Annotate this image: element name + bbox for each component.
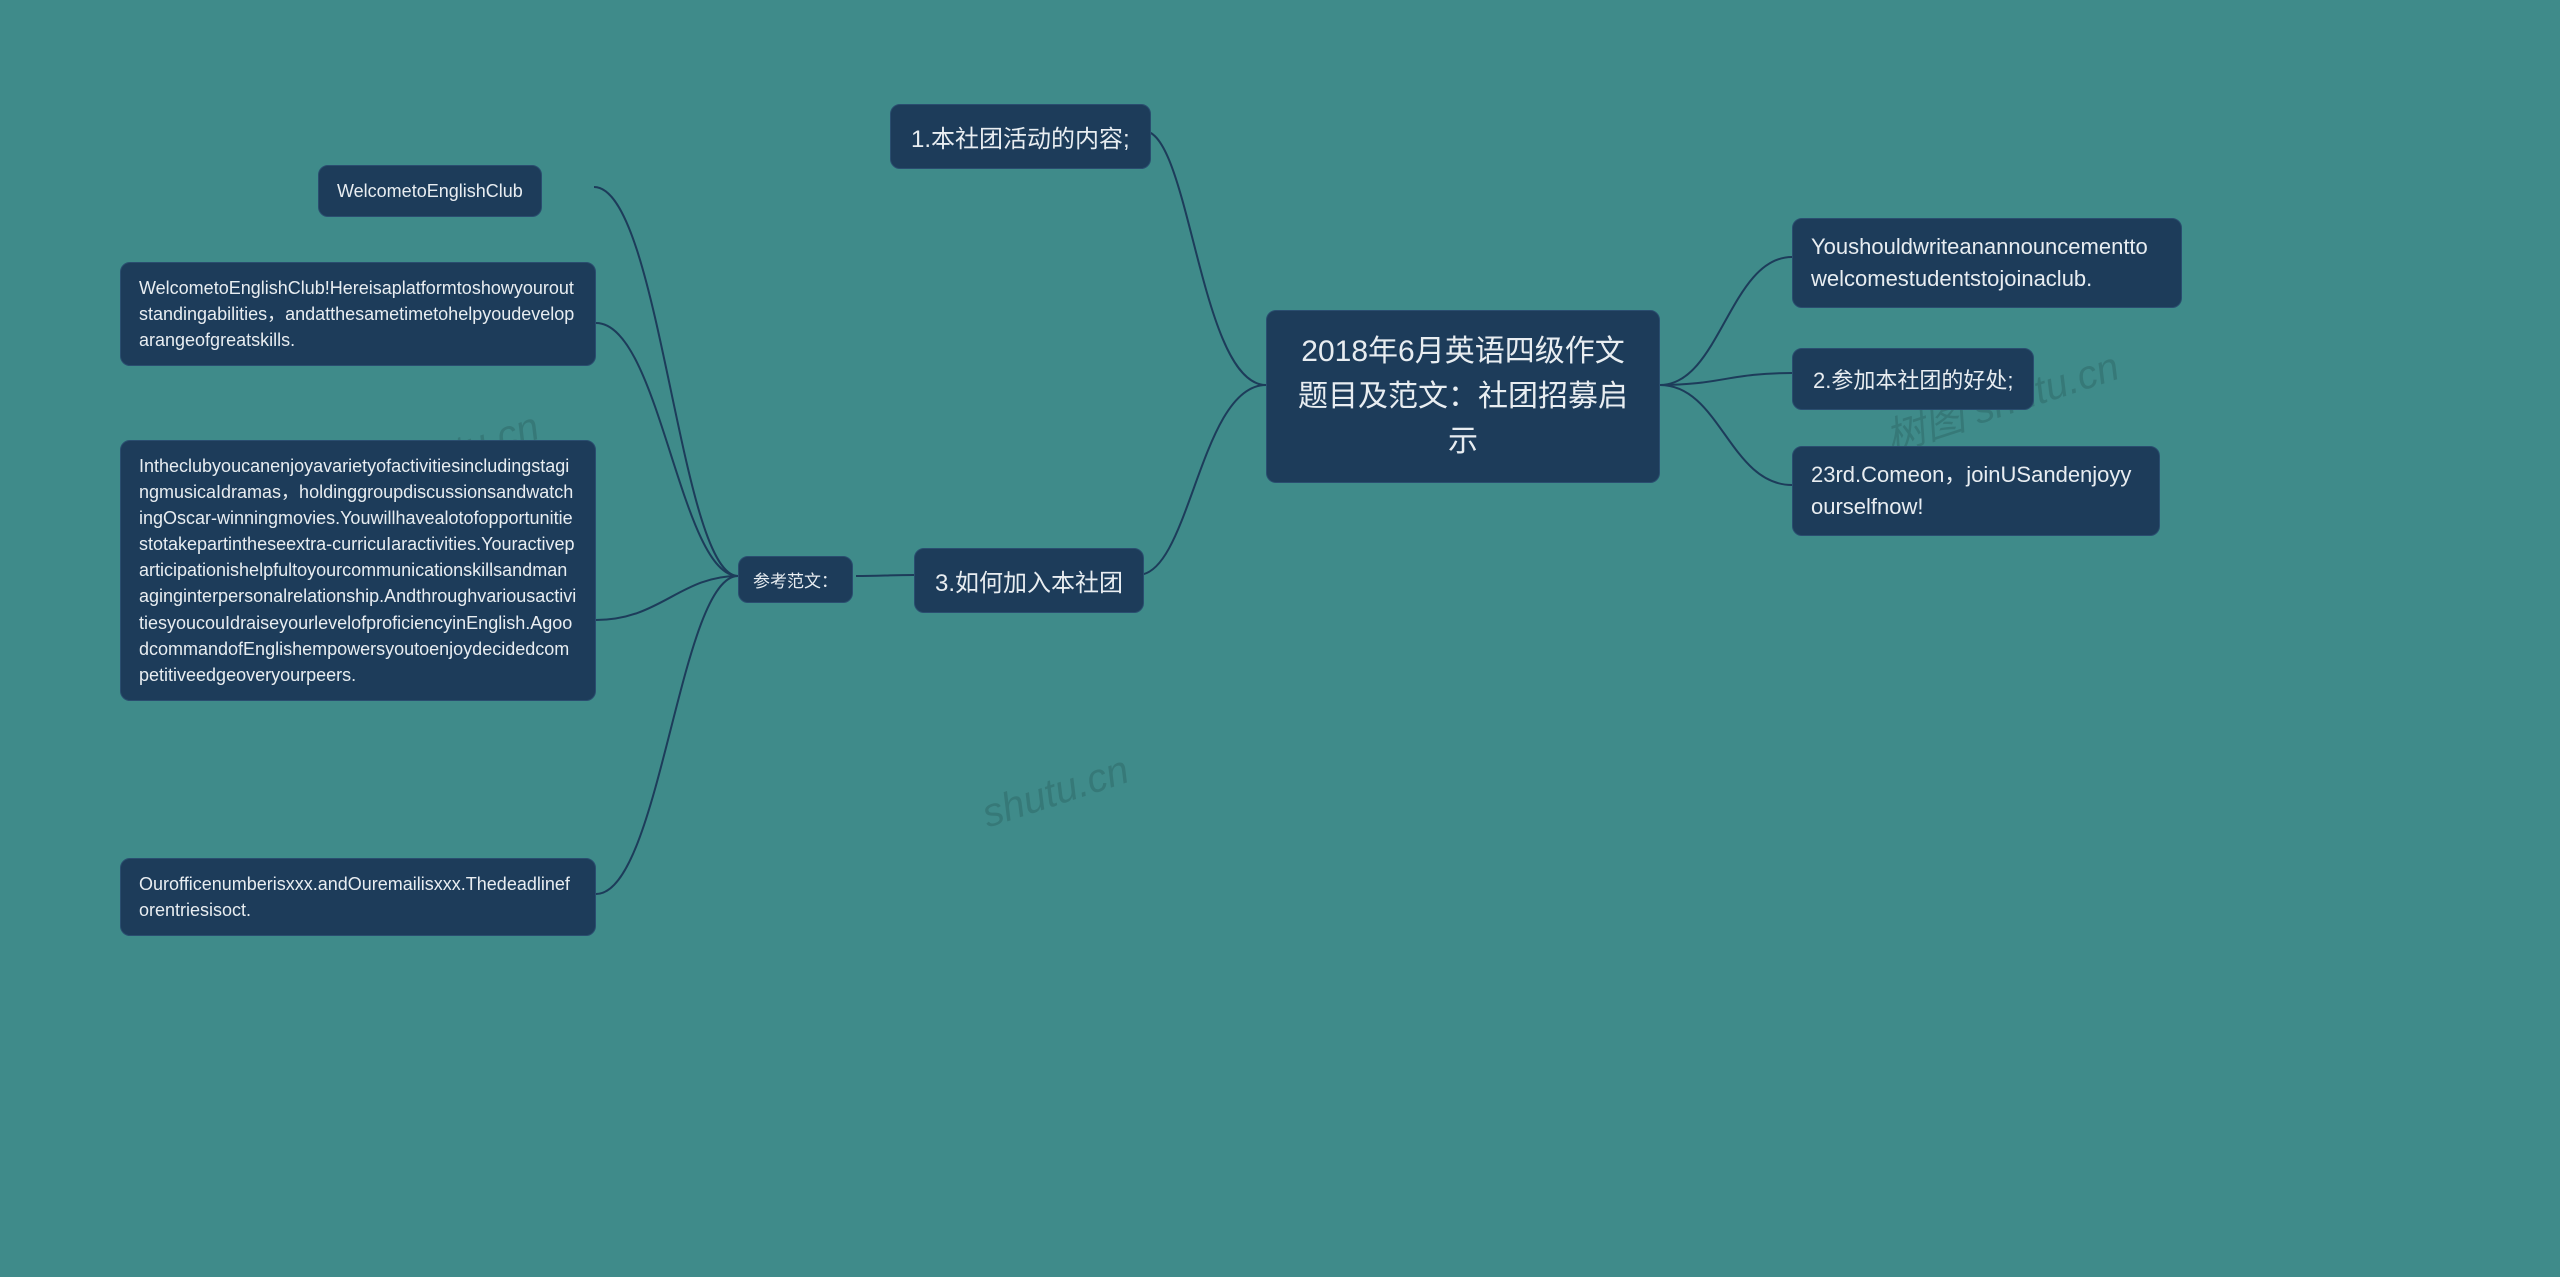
- leaf-4: Ourofficenumberisxxx.andOuremailisxxx.Th…: [120, 858, 596, 936]
- leaf-1-text: WelcometoEnglishClub: [337, 181, 523, 201]
- leaf-3: Intheclubyoucanenjoyavarietyofactivities…: [120, 440, 596, 701]
- left-child-2: 3.如何加入本社团: [914, 548, 1144, 613]
- left-child-1: 1.本社团活动的内容;: [890, 104, 1151, 169]
- leaf-1: WelcometoEnglishClub: [318, 165, 542, 217]
- right-child-2: 2.参加本社团的好处;: [1792, 348, 2034, 410]
- ref-essay-node: 参考范文：: [738, 556, 853, 603]
- center-node-text: 2018年6月英语四级作文题目及范文：社团招募启示: [1298, 335, 1628, 458]
- left-child-1-text: 1.本社团活动的内容;: [911, 126, 1130, 153]
- leaf-2: WelcometoEnglishClub!Hereisaplatformtosh…: [120, 262, 596, 366]
- right-child-3-text: 23rd.Comeon，joinUSandenjoyyourselfnow!: [1811, 462, 2131, 519]
- center-node: 2018年6月英语四级作文题目及范文：社团招募启示: [1266, 310, 1660, 483]
- leaf-2-text: WelcometoEnglishClub!Hereisaplatformtosh…: [139, 278, 574, 350]
- right-child-2-text: 2.参加本社团的好处;: [1813, 368, 2013, 393]
- watermark: shutu.cn: [977, 748, 1135, 838]
- leaf-4-text: Ourofficenumberisxxx.andOuremailisxxx.Th…: [139, 874, 570, 920]
- leaf-3-text: Intheclubyoucanenjoyavarietyofactivities…: [139, 456, 576, 685]
- left-child-2-text: 3.如何加入本社团: [935, 570, 1123, 597]
- right-child-1-text: Youshouldwriteanannouncementtowelcomestu…: [1811, 234, 2148, 291]
- right-child-1: Youshouldwriteanannouncementtowelcomestu…: [1792, 218, 2182, 308]
- right-child-3: 23rd.Comeon，joinUSandenjoyyourselfnow!: [1792, 446, 2160, 536]
- ref-essay-text: 参考范文：: [753, 572, 838, 591]
